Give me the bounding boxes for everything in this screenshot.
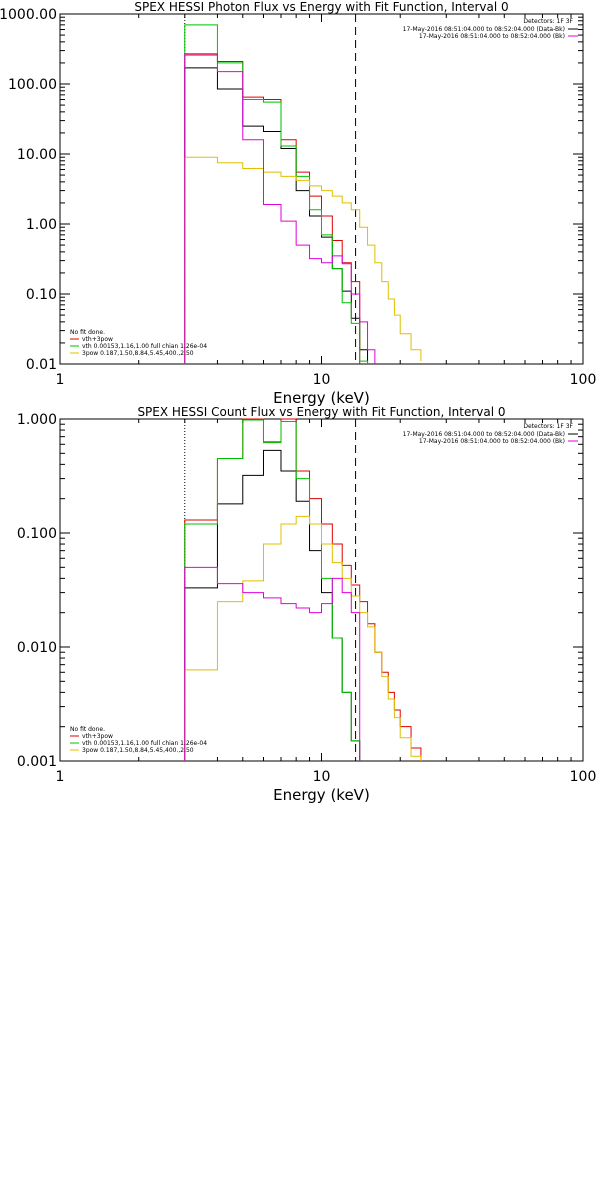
series-bk [184, 566, 361, 761]
detectors-label: Detectors: 1F 3F [523, 18, 573, 25]
y-tick-label: 0.010 [17, 640, 57, 656]
time-range-label: 17-May-2016 08:51:04.000 to 08:52:04.000… [419, 33, 565, 40]
y-tick-label: 0.10 [26, 287, 57, 303]
legend-entry: 3pow 0.187,1.50,8.84,5.45,400.,2.50 [82, 350, 194, 357]
y-tick-label: 100.00 [8, 77, 57, 93]
chart-title: SPEX HESSI Photon Flux vs Energy with Fi… [134, 0, 508, 14]
y-tick-label: 0.001 [17, 754, 57, 770]
x-axis-label: Energy (keV) [273, 786, 370, 804]
legend-entry: vth 0.00153,1.16,1.00 full chian 1.26e-0… [82, 740, 207, 747]
series-3pow [184, 156, 422, 364]
series-vth [184, 419, 361, 761]
x-tick-label: 100 [570, 372, 597, 388]
legend-entry: vth 0.00153,1.16,1.00 full chian 1.26e-0… [82, 343, 207, 350]
x-tick-label: 100 [570, 769, 597, 785]
y-tick-label: 0.100 [17, 526, 57, 542]
series-vth-3pow [184, 54, 361, 364]
series-vth [184, 24, 369, 364]
series-vth-3pow [184, 418, 422, 761]
fit-status-label: No fit done. [70, 726, 105, 733]
series-bk [184, 53, 376, 364]
x-tick-label: 1 [56, 372, 65, 388]
y-tick-label: 1000.00 [0, 7, 57, 23]
y-tick-label: 10.00 [17, 147, 57, 163]
legend-entry: vth+3pow [82, 733, 113, 740]
series-3pow [184, 515, 422, 761]
fit-status-label: No fit done. [70, 329, 105, 336]
x-tick-label: 10 [313, 372, 331, 388]
time-range-label: 17-May-2016 08:51:04.000 to 08:52:04.000… [419, 438, 565, 445]
x-axis-label: Energy (keV) [273, 389, 370, 407]
series-data-bk [184, 67, 369, 364]
x-tick-label: 1 [56, 769, 65, 785]
y-tick-label: 1.00 [26, 217, 57, 233]
y-tick-label: 1.000 [17, 412, 57, 428]
series-data-bk [184, 449, 361, 761]
time-range-label: 17-May-2016 08:51:04.000 to 08:52:04.000… [403, 431, 565, 438]
chart-panel-0: SPEX HESSI Photon Flux vs Energy with Fi… [0, 0, 596, 407]
time-range-label: 17-May-2016 08:51:04.000 to 08:52:04.000… [403, 26, 565, 33]
chart-title: SPEX HESSI Count Flux vs Energy with Fit… [137, 405, 505, 419]
detectors-label: Detectors: 1F 3F [523, 423, 573, 430]
x-tick-label: 10 [313, 769, 331, 785]
legend-entry: 3pow 0.187,1.50,8.84,5.45,400.,2.50 [82, 747, 194, 754]
legend-entry: vth+3pow [82, 336, 113, 343]
y-tick-label: 0.01 [26, 357, 57, 373]
chart-panel-1: SPEX HESSI Count Flux vs Energy with Fit… [17, 405, 596, 804]
